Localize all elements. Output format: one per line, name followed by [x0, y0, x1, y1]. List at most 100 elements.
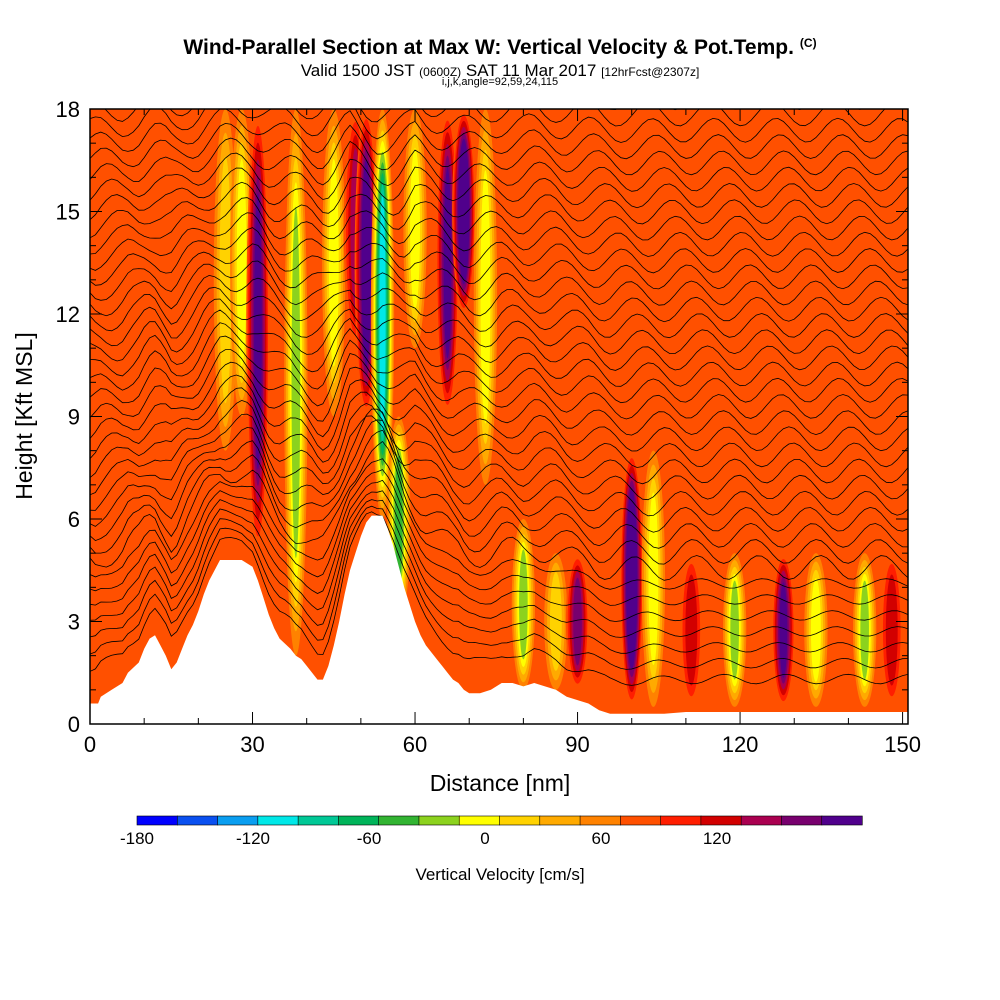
- y-tick-label: 6: [68, 507, 80, 532]
- w-cell: [403, 109, 427, 349]
- colorbar-tick-label: 0: [480, 829, 489, 848]
- colorbar-swatch: [418, 815, 460, 826]
- theta-contour: [90, 137, 908, 192]
- y-tick-label: 0: [68, 712, 80, 737]
- theta-contour: [90, 413, 908, 517]
- colorbar-swatch: [499, 815, 541, 826]
- theta-contour: [609, 109, 866, 111]
- chart-title-text: Wind-Parallel Section at Max W: Vertical…: [183, 36, 794, 59]
- w-cell: [641, 450, 666, 707]
- colorbar-tick-label: -180: [120, 829, 154, 848]
- colorbar-swatch: [660, 815, 702, 826]
- x-tick-label: 150: [884, 732, 921, 757]
- x-axis: 0 30 60 90 120 150: [84, 109, 921, 757]
- colorbar-swatch: [620, 815, 662, 826]
- colorbar-tick-label: -60: [357, 829, 382, 848]
- colorbar: -180 -120 -60 0 60 120: [120, 815, 863, 848]
- theta-contour: [90, 122, 908, 176]
- theta-contour: [90, 51, 908, 94]
- theta-contour: [90, 335, 908, 420]
- x-tick-label: 90: [565, 732, 589, 757]
- theta-contour: [90, 298, 908, 371]
- colorbar-label: Vertical Velocity [cm/s]: [415, 865, 584, 884]
- theta-contour: [90, 243, 908, 306]
- w-cell-band: [219, 156, 232, 404]
- valid-prefix: Valid 1500 JST: [300, 61, 415, 80]
- colorbar-swatch: [217, 815, 259, 826]
- x-tick-label: 120: [722, 732, 759, 757]
- theta-contour: [90, 274, 908, 339]
- colorbar-swatch: [257, 815, 299, 826]
- w-cell-band: [236, 159, 247, 367]
- y-tick-label: 3: [68, 610, 80, 635]
- params-line: i,j,k,angle=92,59,24,115: [441, 76, 559, 88]
- valid-zulu: (0600Z): [419, 65, 462, 79]
- colorbar-swatch: [700, 815, 742, 826]
- x-axis-label: Distance [nm]: [430, 770, 571, 796]
- y-tick-label: 18: [56, 97, 80, 122]
- w-cell: [473, 109, 498, 485]
- theta-contour: [90, 21, 908, 61]
- w-cell: [771, 553, 796, 707]
- w-cell-band: [379, 194, 386, 434]
- colorbar-swatch: [458, 815, 501, 826]
- w-cell: [452, 109, 476, 314]
- colorbar-swatch: [338, 815, 380, 826]
- w-cell-band: [730, 580, 739, 680]
- theta-contour: [90, 419, 908, 549]
- theta-contour: [90, 408, 908, 533]
- w-cell-band: [860, 580, 869, 680]
- theta-contour: [90, 167, 908, 225]
- colorbar-swatch: [821, 815, 863, 826]
- colorbar-tick-label: -120: [236, 829, 270, 848]
- theta-contour: [90, 286, 908, 355]
- theta-contour: [90, 511, 908, 686]
- colorbar-swatch: [579, 815, 621, 826]
- theta-contour: [90, 309, 908, 387]
- w-cell: [322, 109, 346, 417]
- w-cell-band: [779, 582, 788, 678]
- colorbar-swatch: [378, 815, 420, 826]
- y-axis-label: Height [Kft MSL]: [11, 332, 37, 499]
- x-tick-label: 60: [403, 732, 427, 757]
- colorbar-swatch: [539, 815, 581, 826]
- colorbar-swatch: [176, 815, 219, 826]
- theta-contour: [90, 490, 908, 638]
- colorbar-tick-label: 120: [703, 829, 731, 848]
- y-tick-label: 15: [56, 200, 80, 225]
- y-tick-label: 12: [56, 302, 80, 327]
- theta-contour: [90, 212, 908, 274]
- w-cell: [723, 553, 747, 707]
- w-cell: [284, 109, 308, 656]
- theta-contour: [90, 349, 908, 436]
- theta-contour: [90, 322, 908, 404]
- w-cell-band: [685, 574, 698, 686]
- forecast-label: [12hrFcst@2307z]: [601, 65, 700, 79]
- w-cell: [370, 109, 395, 519]
- w-cell-band: [443, 167, 452, 359]
- w-cell: [853, 553, 877, 707]
- theta-contour: [90, 260, 908, 323]
- theta-contour: [90, 361, 908, 452]
- theta-contour: [104, 109, 908, 127]
- w-cell: [620, 450, 644, 707]
- theta-contour: [90, 197, 908, 257]
- colorbar-swatch: [781, 815, 823, 826]
- theta-contour: [90, 469, 908, 606]
- w-cell-band: [460, 150, 468, 273]
- terrain-mask: [90, 515, 908, 724]
- theta-contour: [90, 479, 908, 622]
- theta-contour: [90, 429, 908, 565]
- w-cell-band: [549, 572, 562, 671]
- y-tick-label: 9: [68, 405, 80, 430]
- theta-contour: [90, 399, 908, 501]
- w-cell: [880, 553, 904, 707]
- theta-contour: [90, 374, 908, 468]
- w-cell-band: [810, 578, 821, 682]
- y-axis: 0 3 6 9 12 15 18: [56, 97, 908, 737]
- theta-contour: [90, 505, 908, 670]
- w-cell-band: [885, 574, 898, 686]
- w-cell-band: [410, 147, 420, 310]
- colorbar-swatch: [297, 815, 339, 826]
